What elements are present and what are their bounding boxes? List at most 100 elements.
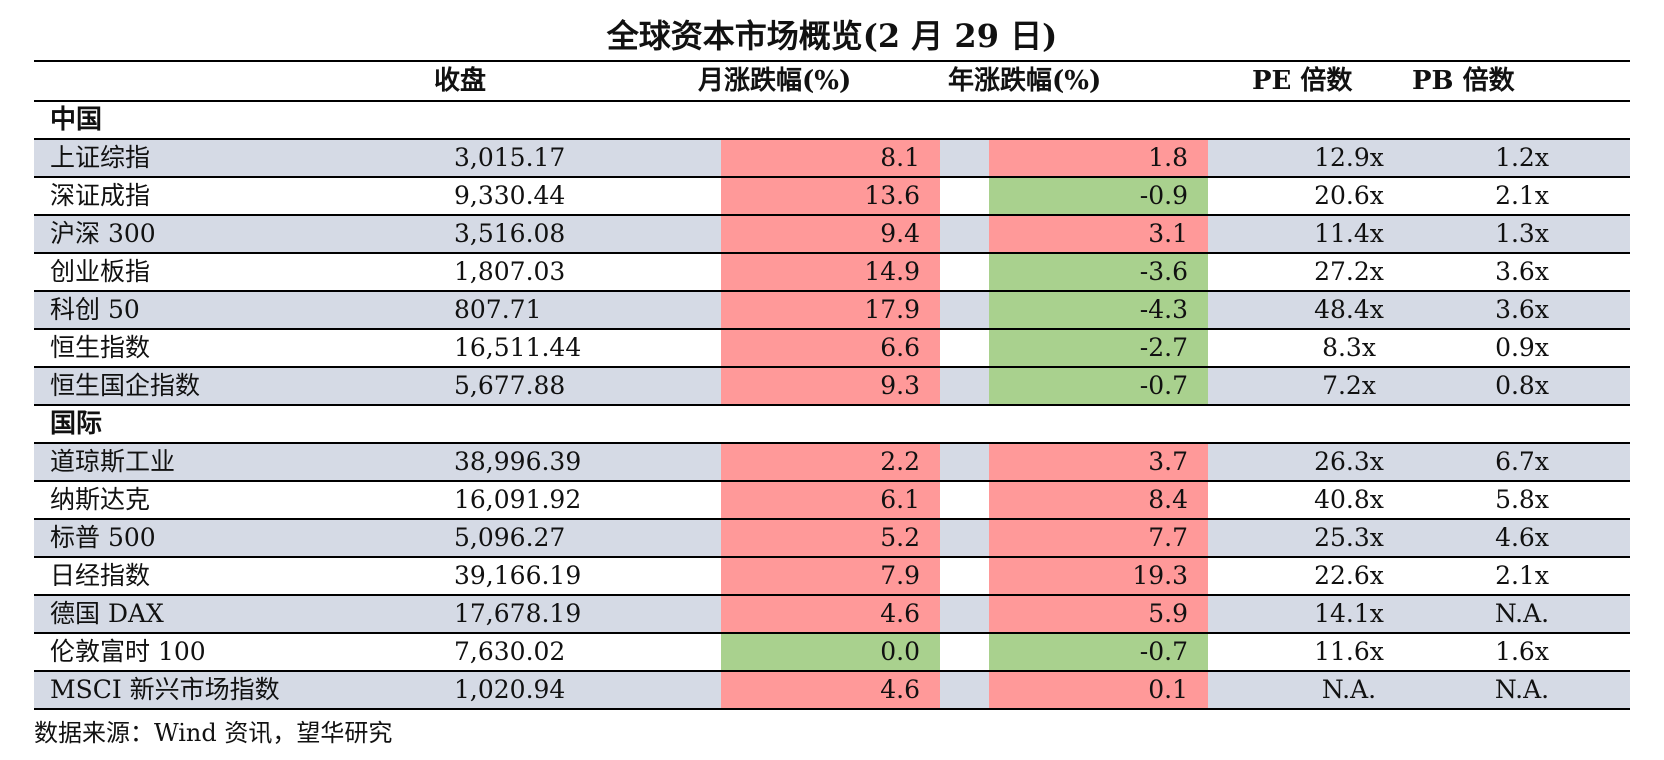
cell-close: 17,678.19 — [454, 599, 582, 628]
cell-close: 3,516.08 — [454, 219, 566, 248]
cell-mom: 6.1 — [721, 482, 940, 518]
cell-pe: N.A. — [1321, 675, 1377, 704]
cell-mom: 4.6 — [721, 672, 940, 708]
cell-pe: 20.6x — [1314, 181, 1384, 210]
cell-pe: 8.3x — [1322, 333, 1376, 362]
cell-pb: 0.9x — [1495, 333, 1549, 362]
cell-yoy: 7.7 — [989, 520, 1208, 556]
cell-name: 创业板指 — [50, 257, 151, 286]
cell-pb: 2.1x — [1495, 181, 1549, 210]
cell-pe: 14.1x — [1314, 599, 1384, 628]
cell-name: 深证成指 — [50, 181, 151, 210]
cell-mom: 8.1 — [721, 140, 940, 176]
table-row: 日经指数 39,166.19 7.9 19.3 22.6x 2.1x — [34, 558, 1630, 596]
header-pe: PE 倍数 — [1252, 66, 1353, 96]
cell-name: 恒生指数 — [50, 333, 151, 362]
table-row: 科创 50 807.71 17.9 -4.3 48.4x 3.6x — [34, 292, 1630, 330]
cell-mom: 13.6 — [721, 178, 940, 214]
cell-mom: 5.2 — [721, 520, 940, 556]
market-overview-table: 收盘 月涨跌幅(%) 年涨跌幅(%) PE 倍数 PB 倍数 中国上证综指 3,0… — [34, 60, 1630, 710]
table-row: 纳斯达克 16,091.92 6.1 8.4 40.8x 5.8x — [34, 482, 1630, 520]
table-row: 道琼斯工业 38,996.39 2.2 3.7 26.3x 6.7x — [34, 444, 1630, 482]
cell-name: 恒生国企指数 — [50, 371, 201, 400]
source-note: 数据来源：Wind 资讯，望华研究 — [34, 719, 393, 747]
cell-close: 5,096.27 — [454, 523, 566, 552]
table-row: MSCI 新兴市场指数 1,020.94 4.6 0.1 N.A. N.A. — [34, 672, 1630, 710]
cell-pe: 11.4x — [1314, 219, 1384, 248]
cell-mom: 6.6 — [721, 330, 940, 366]
section-header: 中国 — [34, 102, 1630, 140]
cell-close: 16,091.92 — [454, 485, 582, 514]
cell-yoy: 1.8 — [989, 140, 1208, 176]
cell-yoy: -0.7 — [989, 634, 1208, 670]
cell-mom: 14.9 — [721, 254, 940, 290]
cell-pb: N.A. — [1494, 675, 1550, 704]
table-row: 恒生国企指数 5,677.88 9.3 -0.7 7.2x 0.8x — [34, 368, 1630, 406]
cell-close: 16,511.44 — [454, 333, 582, 362]
cell-pe: 48.4x — [1314, 295, 1384, 324]
cell-pe: 7.2x — [1322, 371, 1376, 400]
header-yoy: 年涨跌幅(%) — [948, 66, 1102, 96]
cell-pb: 3.6x — [1495, 257, 1549, 286]
cell-pb: 1.6x — [1495, 637, 1549, 666]
section-header: 国际 — [34, 406, 1630, 444]
cell-close: 1,020.94 — [454, 675, 566, 704]
table-row: 恒生指数 16,511.44 6.6 -2.7 8.3x 0.9x — [34, 330, 1630, 368]
table-row: 创业板指 1,807.03 14.9 -3.6 27.2x 3.6x — [34, 254, 1630, 292]
cell-yoy: -2.7 — [989, 330, 1208, 366]
cell-mom: 17.9 — [721, 292, 940, 328]
cell-mom: 9.4 — [721, 216, 940, 252]
cell-name: 日经指数 — [50, 561, 151, 590]
cell-name: 纳斯达克 — [50, 485, 151, 514]
cell-pe: 25.3x — [1314, 523, 1384, 552]
cell-mom: 4.6 — [721, 596, 940, 632]
table-row: 标普 500 5,096.27 5.2 7.7 25.3x 4.6x — [34, 520, 1630, 558]
cell-pb: 4.6x — [1495, 523, 1549, 552]
cell-yoy: 8.4 — [989, 482, 1208, 518]
cell-yoy: -3.6 — [989, 254, 1208, 290]
cell-name: 上证综指 — [50, 143, 151, 172]
cell-pb: 5.8x — [1495, 485, 1549, 514]
cell-pe: 27.2x — [1314, 257, 1384, 286]
cell-pb: N.A. — [1494, 599, 1550, 628]
cell-close: 38,996.39 — [454, 447, 582, 476]
cell-name: 伦敦富时 100 — [50, 637, 206, 666]
cell-yoy: 3.7 — [989, 444, 1208, 480]
table-row: 德国 DAX 17,678.19 4.6 5.9 14.1x N.A. — [34, 596, 1630, 634]
cell-name: 德国 DAX — [50, 599, 164, 628]
header-close: 收盘 — [434, 66, 487, 96]
cell-pb: 3.6x — [1495, 295, 1549, 324]
cell-close: 3,015.17 — [454, 143, 566, 172]
cell-pb: 1.2x — [1495, 143, 1549, 172]
section-label: 国际 — [50, 409, 103, 439]
cell-pe: 22.6x — [1314, 561, 1384, 590]
cell-mom: 2.2 — [721, 444, 940, 480]
cell-yoy: -0.7 — [989, 368, 1208, 404]
cell-name: 沪深 300 — [50, 219, 156, 248]
header-pb: PB 倍数 — [1412, 66, 1515, 96]
table-row: 沪深 300 3,516.08 9.4 3.1 11.4x 1.3x — [34, 216, 1630, 254]
cell-yoy: 3.1 — [989, 216, 1208, 252]
cell-close: 5,677.88 — [454, 371, 566, 400]
cell-pb: 0.8x — [1495, 371, 1549, 400]
cell-close: 39,166.19 — [454, 561, 582, 590]
cell-pb: 1.3x — [1495, 219, 1549, 248]
table-header-row: 收盘 月涨跌幅(%) 年涨跌幅(%) PE 倍数 PB 倍数 — [34, 60, 1630, 102]
cell-name: MSCI 新兴市场指数 — [50, 675, 280, 704]
cell-pe: 11.6x — [1314, 637, 1384, 666]
cell-pb: 6.7x — [1495, 447, 1549, 476]
cell-mom: 7.9 — [721, 558, 940, 594]
cell-pe: 40.8x — [1314, 485, 1384, 514]
cell-close: 7,630.02 — [454, 637, 566, 666]
cell-close: 9,330.44 — [454, 181, 566, 210]
cell-yoy: 19.3 — [989, 558, 1208, 594]
cell-name: 科创 50 — [50, 295, 140, 324]
cell-yoy: 0.1 — [989, 672, 1208, 708]
header-mom: 月涨跌幅(%) — [698, 66, 852, 96]
cell-yoy: 5.9 — [989, 596, 1208, 632]
table-row: 伦敦富时 100 7,630.02 0.0 -0.7 11.6x 1.6x — [34, 634, 1630, 672]
cell-pe: 26.3x — [1314, 447, 1384, 476]
table-row: 深证成指 9,330.44 13.6 -0.9 20.6x 2.1x — [34, 178, 1630, 216]
page-title: 全球资本市场概览(2 月 29 日) — [606, 17, 1058, 55]
cell-yoy: -4.3 — [989, 292, 1208, 328]
